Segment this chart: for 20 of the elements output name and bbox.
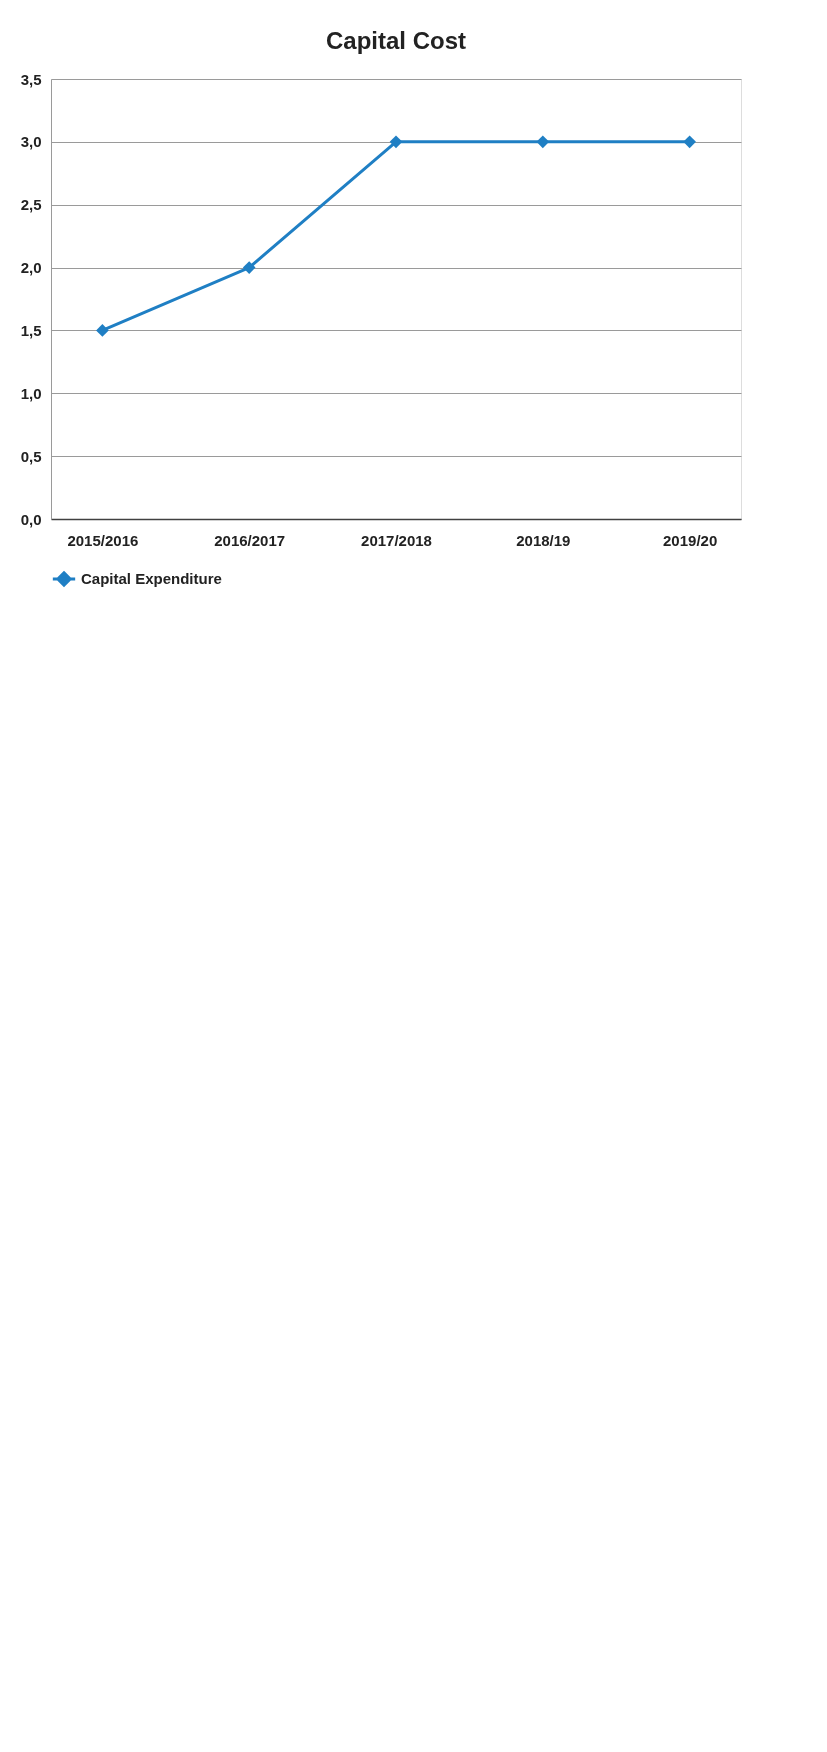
x-tick-label: 2018/19 xyxy=(516,531,571,549)
point xyxy=(389,135,403,149)
point xyxy=(536,135,550,149)
y-tick-label: 1,0 xyxy=(20,384,42,402)
x-tick-label: 2017/2018 xyxy=(361,531,432,549)
x-tick-label: 2015/2016 xyxy=(67,531,139,549)
y-tick-label: 3,0 xyxy=(20,133,42,151)
y-tick-label: 0,0 xyxy=(20,510,42,528)
point xyxy=(242,261,256,274)
y-tick-label: 0,5 xyxy=(20,447,42,465)
x-tick-label: 2016/2017 xyxy=(214,531,286,549)
y-tick-label: 2,5 xyxy=(20,196,42,214)
y-tick-label: 2,0 xyxy=(20,259,42,277)
y-tick-label: 3,5 xyxy=(20,70,42,88)
legend-label: Capital Expenditure xyxy=(81,570,222,587)
x-tick-label: 2019/20 xyxy=(663,531,718,549)
y-tick-label: 1,5 xyxy=(20,321,42,339)
point xyxy=(683,135,696,149)
chart-title: Capital Cost xyxy=(325,27,467,54)
point xyxy=(96,324,109,337)
